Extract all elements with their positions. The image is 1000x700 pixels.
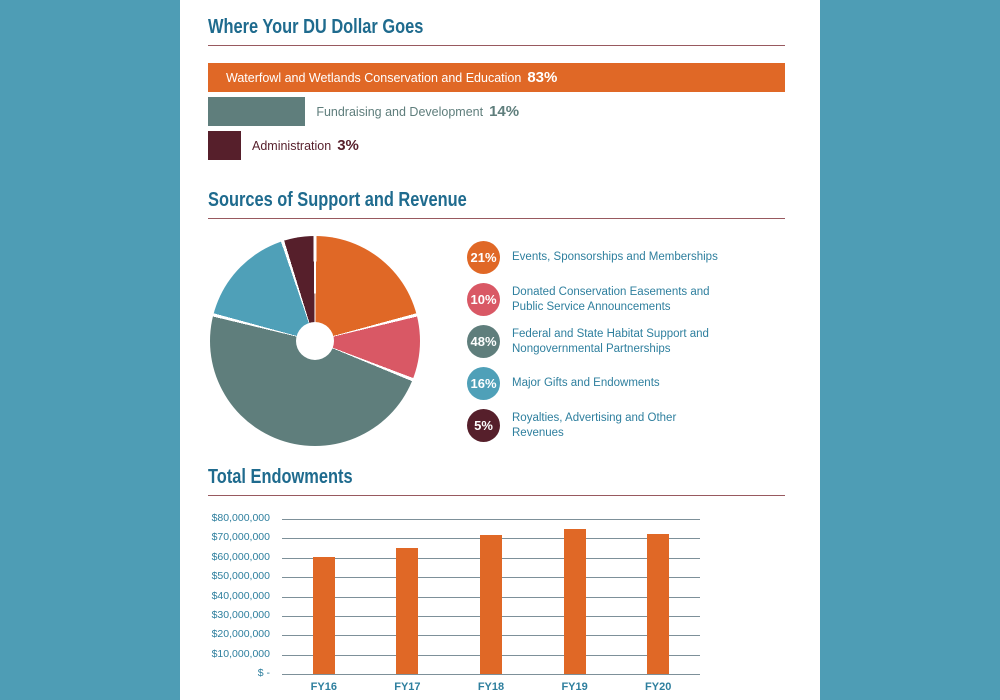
gridline — [282, 519, 700, 520]
endowment-bar — [312, 556, 335, 674]
legend-percent-badge: 21% — [467, 241, 500, 274]
section-title-endowments: Total Endowments — [208, 466, 353, 488]
legend-row: 5% Royalties, Advertising and Other Reven… — [467, 409, 727, 442]
legend-label: Federal and State Habitat Support and No… — [512, 327, 709, 355]
legend-row: 10% Donated Conservation Easements and Pu… — [467, 283, 727, 316]
legend-label: Royalties, Advertising and Other Revenue… — [512, 411, 677, 439]
allocation-bar — [208, 97, 306, 126]
legend-percent-badge: 5% — [467, 409, 500, 442]
legend-label: Major Gifts and Endowments — [512, 377, 660, 390]
allocation-percent: 3% — [337, 137, 359, 154]
section-sources-of-support: Sources of Support and Revenue 21% Events… — [208, 189, 785, 451]
allocation-bar: Waterfowl and Wetlands Conservation and … — [208, 63, 785, 92]
x-tick-label: FY20 — [645, 681, 672, 693]
section-divider — [208, 45, 785, 46]
allocation-bar — [208, 131, 241, 160]
x-tick-label: FY19 — [561, 681, 588, 693]
y-tick-label: $ - — [257, 667, 270, 679]
endowments-plot-area: FY16 FY17 FY18 FY19 FY20 — [282, 519, 700, 693]
endowments-y-axis: $80,000,000 $70,000,000 $60,000,000 $50,000… — [208, 512, 282, 679]
legend-row: 48% Federal and State Habitat Support and… — [467, 325, 727, 358]
endowment-bar — [647, 533, 670, 674]
section-where-dollar-goes: Where Your DU Dollar Goes Waterfowl and … — [208, 16, 785, 160]
y-tick-label: $60,000,000 — [211, 550, 270, 563]
endowments-bar-chart: $80,000,000 $70,000,000 $60,000,000 $50,000… — [208, 512, 785, 693]
gridline — [282, 674, 700, 675]
y-tick-label: $10,000,000 — [211, 647, 270, 660]
sources-chart-area: 21% Events, Sponsorships and Memberships 1… — [208, 236, 785, 451]
endowment-bar — [563, 528, 586, 674]
legend-row: 21% Events, Sponsorships and Memberships — [467, 241, 727, 274]
section-divider — [208, 218, 785, 219]
endowment-bar — [480, 534, 502, 674]
du-dollar-allocation-chart: Waterfowl and Wetlands Conservation and … — [208, 63, 785, 160]
allocation-row: Waterfowl and Wetlands Conservation and … — [208, 63, 785, 92]
allocation-label-text: Administration — [252, 139, 332, 153]
y-tick-label: $40,000,000 — [211, 589, 270, 602]
allocation-percent: 14% — [489, 103, 520, 120]
revenue-donut-chart — [210, 236, 420, 446]
allocation-percent: 83% — [527, 69, 558, 86]
allocation-label-text: Fundraising and Development — [316, 105, 484, 119]
y-tick-label: $30,000,000 — [211, 608, 270, 621]
allocation-label-text: Waterfowl and Wetlands Conservation and … — [226, 71, 522, 85]
section-divider — [208, 495, 785, 496]
allocation-label: Administration 3% — [252, 137, 359, 154]
x-tick-label: FY17 — [394, 681, 421, 693]
report-panel: Where Your DU Dollar Goes Waterfowl and … — [180, 0, 820, 700]
legend-row: 16% Major Gifts and Endowments — [467, 367, 727, 400]
y-tick-label: $80,000,000 — [211, 512, 270, 524]
section-title-where-dollar-goes: Where Your DU Dollar Goes — [208, 16, 424, 38]
x-tick-label: FY18 — [477, 681, 505, 693]
endowment-bar — [396, 548, 419, 674]
allocation-row: Administration 3% — [208, 131, 785, 160]
y-tick-label: $20,000,000 — [211, 628, 270, 641]
y-tick-label: $50,000,000 — [211, 570, 270, 583]
legend-label: Events, Sponsorships and Memberships — [512, 251, 718, 264]
y-tick-label: $70,000,000 — [211, 531, 270, 544]
allocation-label: Fundraising and Development 14% — [316, 103, 519, 120]
section-title-sources: Sources of Support and Revenue — [208, 189, 467, 211]
x-tick-label: FY16 — [310, 681, 337, 693]
legend-label: Donated Conservation Easements and Publi… — [512, 285, 710, 313]
allocation-label: Waterfowl and Wetlands Conservation and … — [208, 69, 557, 86]
legend-percent-badge: 10% — [467, 283, 500, 316]
legend-percent-badge: 16% — [467, 367, 500, 400]
allocation-row: Fundraising and Development 14% — [208, 97, 785, 126]
revenue-legend: 21% Events, Sponsorships and Memberships 1… — [467, 241, 727, 451]
section-total-endowments: Total Endowments $80,000,000 $70,000,000 $… — [208, 466, 785, 693]
legend-percent-badge: 48% — [467, 325, 500, 358]
